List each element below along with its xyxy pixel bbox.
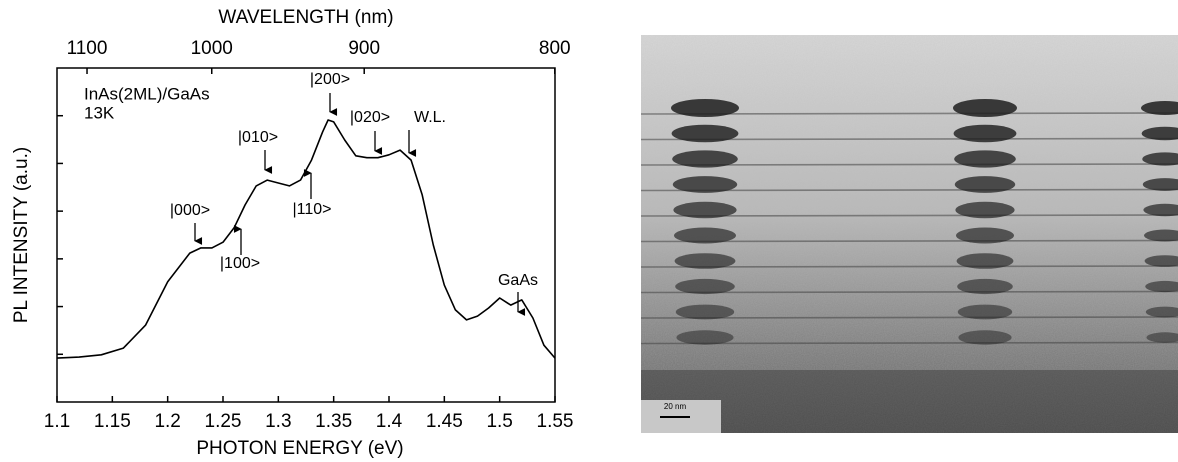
peak-annotation: |010> [238,129,278,146]
y-axis-title: PL INTENSITY (a.u.) [11,147,32,323]
quantum-dot [674,227,736,244]
pl-spectrum [56,119,556,359]
tem-image: 20 nm [640,35,1178,433]
quantum-dot [1141,126,1178,141]
x-tick-label: 1.4 [376,411,403,432]
x-tick-label: 1.1 [44,411,70,432]
quantum-dot [1145,280,1178,293]
x-tick-label: 1.3 [265,411,291,432]
quantum-dot [674,253,736,269]
x-tick-label: 1.5 [486,411,512,432]
quantum-dot [1146,332,1178,343]
tem-layer [640,341,1178,345]
quantum-dot [675,304,735,320]
quantum-dot [953,124,1017,143]
peak-annotation: |000> [170,202,210,219]
x-tick-label: 1.55 [537,411,574,432]
peak-annotation: W.L. [414,109,446,126]
x-tick-label: 1.45 [426,411,463,432]
quantum-dot [1145,306,1178,318]
x-axis-title: PHOTON ENERGY (eV) [196,438,403,459]
tem-layer [640,316,1178,319]
quantum-dot [672,176,738,193]
quantum-dot [671,124,739,143]
quantum-dot [676,330,734,345]
tem-layer [640,188,1178,192]
peak-annotation: |020> [350,109,390,126]
peak-annotation: |110> [292,201,331,218]
sample-label: 13K [84,103,115,122]
tem-layer [640,163,1178,166]
peak-annotation: |200> [310,71,350,88]
scale-bar-label: 20 nm [664,402,687,411]
quantum-dot [953,99,1017,117]
tem-substrate [641,370,1178,433]
quantum-dot [1144,229,1178,242]
quantum-dot [1142,152,1178,166]
quantum-dot [957,304,1013,320]
x2-tick-label: 1000 [191,38,233,59]
x-tick-label: 1.2 [154,411,180,432]
quantum-dot [1142,178,1178,191]
x-tick-label: 1.15 [94,411,131,432]
sample-label: InAs(2ML)/GaAs [84,84,210,103]
x-tick-label: 1.35 [315,411,352,432]
quantum-dot [956,253,1014,269]
tem-layer [640,137,1178,141]
x2-axis-title: WAVELENGTH (nm) [218,7,393,28]
peak-annotation: GaAs [498,272,538,289]
quantum-dot [673,201,737,219]
quantum-dot [958,330,1012,345]
quantum-dot [955,201,1015,219]
quantum-dot [671,99,739,117]
tem-layer [640,239,1178,243]
quantum-dot [957,278,1013,295]
quantum-dot [954,176,1016,193]
quantum-dot [675,278,735,295]
quantum-dot [1143,203,1178,217]
x-tick-label: 1.25 [205,411,242,432]
quantum-dot [1144,255,1178,267]
quantum-dot [672,150,738,168]
quantum-dot [1141,101,1178,115]
peak-annotation: |100> [220,255,260,272]
x2-tick-label: 1100 [67,38,108,59]
x2-tick-label: 900 [348,38,380,59]
x2-tick-label: 800 [539,38,571,59]
tem-layer [640,265,1178,268]
quantum-dot [956,227,1014,244]
tem-layer [640,290,1178,294]
quantum-dot [954,150,1016,168]
plot-frame [56,67,556,403]
tem-layer [640,214,1178,217]
